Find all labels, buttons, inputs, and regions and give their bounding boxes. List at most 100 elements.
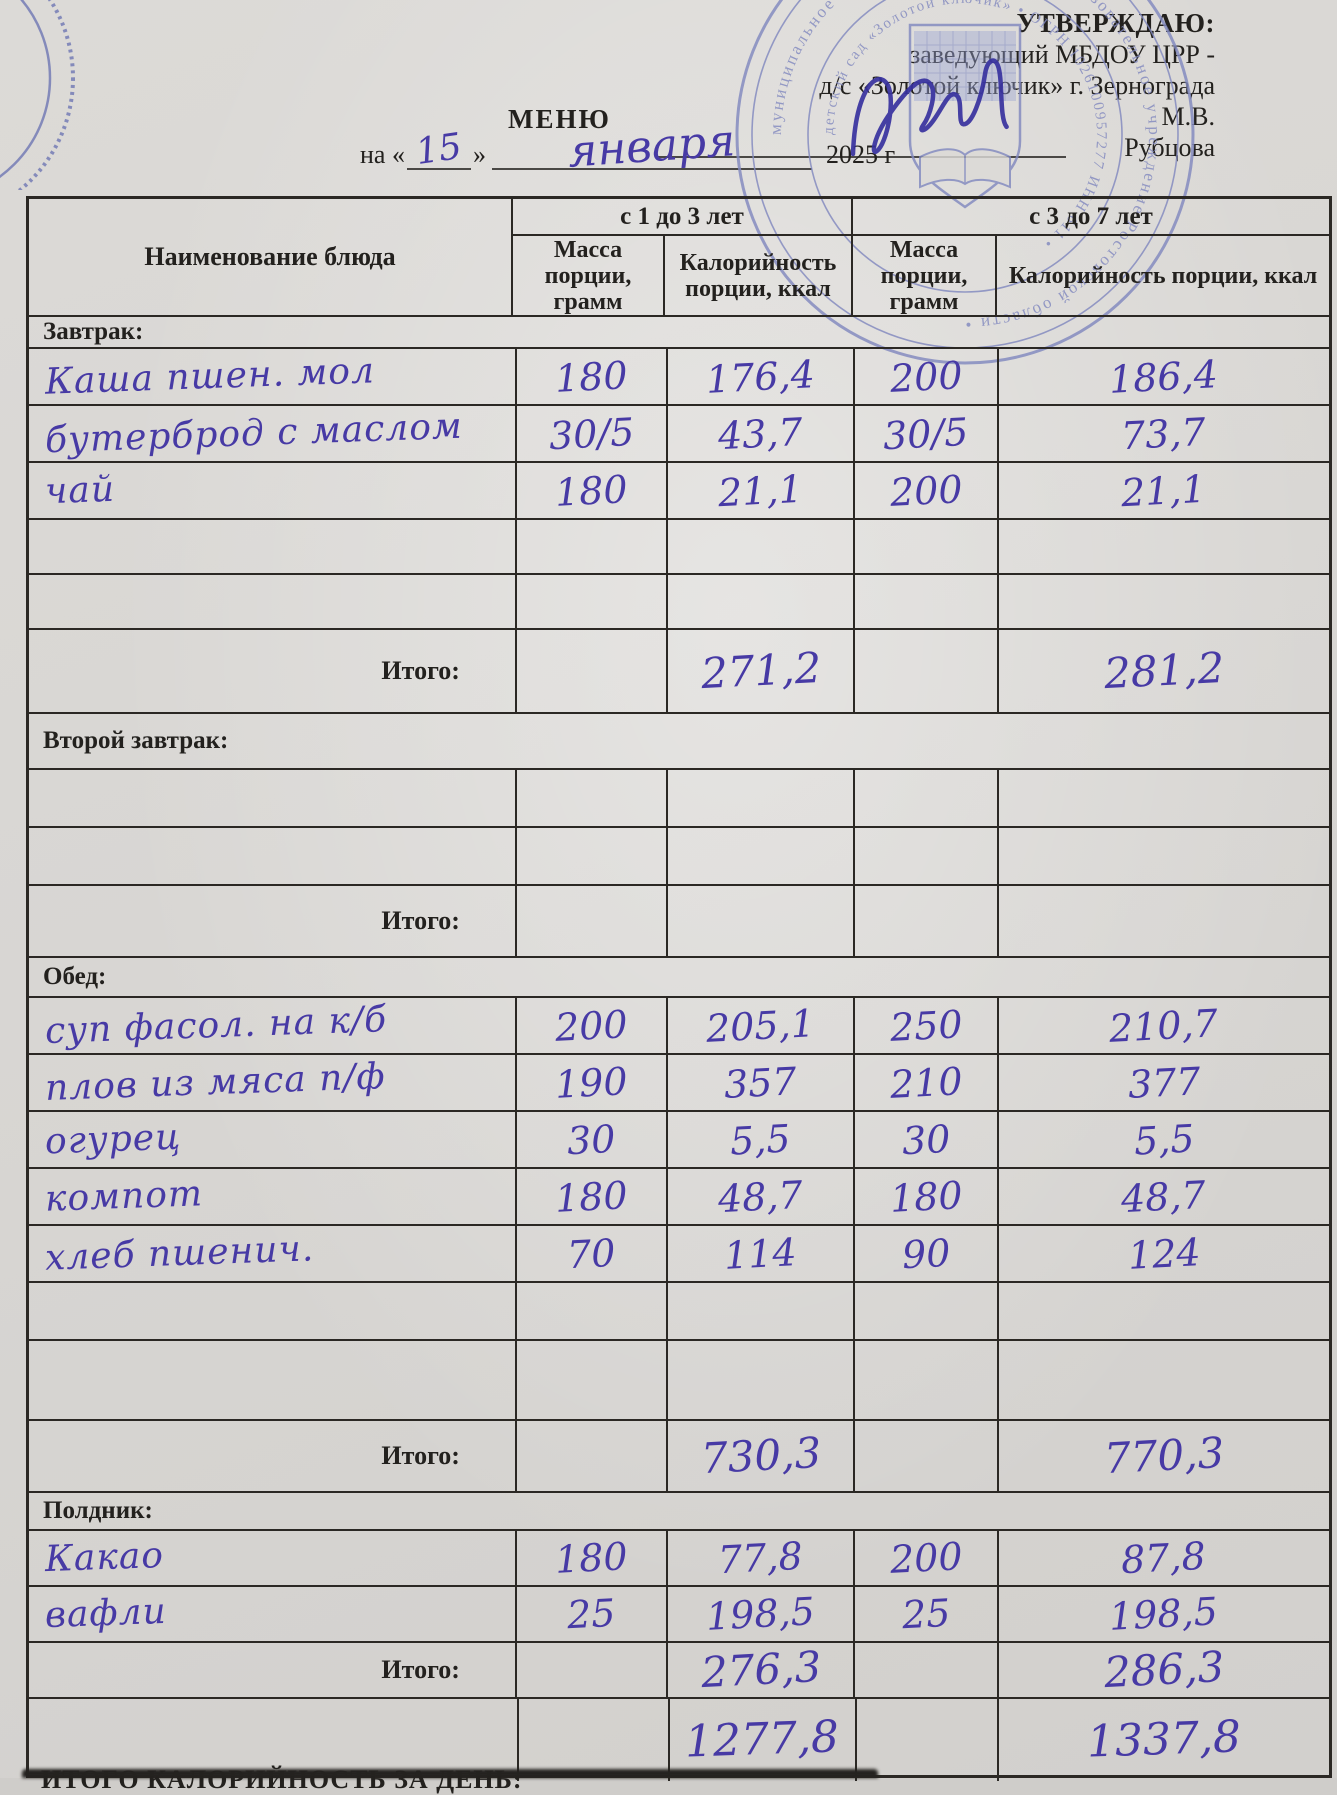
total-cal-1-3-cell: [668, 886, 856, 956]
photo-edge-shadow: [22, 1769, 878, 1778]
mass-3-7-cell: 180: [855, 1169, 999, 1224]
cal-1-3-cell: 21,1: [668, 463, 856, 518]
signature-line: [655, 156, 1067, 158]
mass-3-7-cell: 200: [855, 1531, 999, 1585]
section-label-lunch: Обед:: [29, 958, 1329, 998]
cal-3-7-cell: 87,8: [1120, 1533, 1208, 1583]
cal-3-7-cell: 124: [1126, 1229, 1202, 1278]
mass-1-3-cell: 70: [517, 1226, 669, 1281]
dish-name-cell: хлеб пшенич.: [29, 1226, 517, 1281]
mass-1-3-cell: 30/5: [517, 406, 669, 461]
mass-1-3-cell: 180: [517, 349, 669, 404]
date-close-quote: »: [472, 140, 486, 169]
empty-row: [29, 520, 1329, 575]
mass-1-3-cell: 180: [517, 1531, 669, 1585]
cal-3-7-cell: 198,5: [1108, 1589, 1220, 1639]
menu-table: Наименование блюда с 1 до 3 лет с 3 до 7…: [26, 196, 1332, 1794]
header-right: с 1 до 3 лет с 3 до 7 лет Масса порции, …: [513, 199, 1329, 315]
header-cal-3-7: Калорийность порции, ккал: [1008, 262, 1318, 289]
dish-name-cell: плов из мяса п/ф: [29, 1055, 517, 1110]
cal-3-7-cell: 48,7: [1120, 1172, 1208, 1221]
age-group-row: с 1 до 3 лет с 3 до 7 лет: [513, 199, 1329, 236]
menu-row: огурец 30 5,5 30 5,5: [29, 1112, 1329, 1169]
total-row-breakfast: Итого: 271,2 281,2: [29, 630, 1329, 714]
total-label: Итого:: [29, 630, 517, 712]
mass-1-3-cell: 180: [517, 1169, 669, 1224]
menu-row: компот 180 48,7 180 48,7: [29, 1169, 1329, 1226]
cal-3-7-cell: 5,5: [1132, 1115, 1196, 1164]
total-cal-3-7-cell: 770,3: [1102, 1427, 1226, 1484]
column-header-row: Масса порции, грамм Калорийность порции,…: [513, 236, 1329, 315]
empty-row: [29, 770, 1329, 828]
cal-1-3-cell: 77,8: [668, 1531, 856, 1585]
cal-1-3-cell: 198,5: [668, 1587, 856, 1641]
dish-name-cell: огурец: [29, 1112, 517, 1167]
total-cal-3-7-cell: [999, 886, 1329, 956]
cal-1-3-cell: 48,7: [668, 1169, 856, 1224]
section-label-second-breakfast: Второй завтрак:: [29, 714, 1329, 770]
mass-3-7-cell: 30: [855, 1112, 999, 1167]
cal-3-7-cell: 186,4: [1108, 351, 1220, 402]
empty-row: [29, 1283, 1329, 1341]
total-row-second-breakfast: Итого:: [29, 886, 1329, 958]
total-label: Итого:: [29, 1421, 517, 1491]
total-cal-1-3-cell: 271,2: [668, 630, 856, 712]
cal-3-7-cell: 73,7: [1120, 409, 1208, 458]
mass-3-7-cell: 200: [855, 463, 999, 518]
dish-name-cell: вафли: [29, 1587, 517, 1641]
cal-1-3-cell: 43,7: [668, 406, 856, 461]
mass-1-3-cell: 190: [517, 1055, 669, 1110]
menu-row: чай 180 21,1 200 21,1: [29, 463, 1329, 520]
age-group-3-7: с 3 до 7 лет: [1029, 202, 1153, 230]
header-dish-name: Наименование блюда: [29, 199, 513, 315]
header-mass-1-3: Масса порции, грамм: [513, 236, 665, 315]
section-label-snack: Полдник:: [29, 1493, 1329, 1531]
cal-3-7-cell: 210,7: [1108, 1000, 1220, 1051]
mass-3-7-cell: 25: [855, 1587, 999, 1641]
page-title: МЕНЮ: [508, 104, 611, 134]
header-cal-1-3: Калорийность порции, ккал: [665, 236, 853, 315]
menu-row: суп фасол. на к/б 200 205,1 250 210,7: [29, 998, 1329, 1055]
dish-name-cell: Каша пшен. мол: [29, 349, 517, 404]
dish-name-cell: чай: [29, 463, 517, 518]
date-month-slot: января: [491, 115, 812, 178]
header-mass-3-7: Масса порции, грамм: [853, 236, 997, 315]
total-row-lunch: Итого: 730,3 770,3: [29, 1421, 1329, 1493]
date-prefix: на «: [360, 140, 405, 169]
mass-3-7-cell: 250: [855, 998, 999, 1053]
approval-signer: М.В. Рубцова: [1124, 102, 1215, 162]
total-cal-1-3-cell: 730,3: [668, 1421, 856, 1491]
date-day-slot: 15: [406, 126, 471, 173]
cal-3-7-cell: 21,1: [1120, 466, 1208, 515]
menu-row: хлеб пшенич. 70 114 90 124: [29, 1226, 1329, 1283]
director-signature: [850, 58, 1009, 157]
day-total-cal-1-3-cell: 1277,8: [670, 1699, 857, 1781]
cal-1-3-cell: 114: [668, 1226, 856, 1281]
approval-org: д/с «Золотой ключик» г. Зернограда: [819, 71, 1215, 100]
menu-row: плов из мяса п/ф 190 357 210 377: [29, 1055, 1329, 1112]
menu-row: Каша пшен. мол 180 176,4 200 186,4: [29, 349, 1329, 406]
age-group-1-3: с 1 до 3 лет: [513, 199, 853, 234]
total-cal-3-7-cell: 281,2: [1102, 642, 1226, 699]
menu-row: бутерброд с маслом 30/5 43,7 30/5 73,7: [29, 405, 1329, 463]
menu-row: Какао 180 77,8 200 87,8: [29, 1531, 1329, 1587]
mass-1-3-cell: 30: [517, 1112, 669, 1167]
dish-name-cell: Какао: [29, 1531, 517, 1585]
total-row-snack: Итого: 276,3 286,3: [29, 1642, 1329, 1699]
section-label-breakfast: Завтрак:: [29, 317, 1329, 349]
total-cal-1-3-cell: 276,3: [668, 1642, 856, 1697]
cal-1-3-cell: 205,1: [668, 998, 856, 1053]
empty-row: [29, 575, 1329, 630]
cal-1-3-cell: 5,5: [668, 1112, 856, 1167]
mass-1-3-cell: 25: [517, 1587, 669, 1641]
total-label: Итого:: [29, 886, 517, 956]
mass-3-7-cell: 200: [855, 349, 999, 404]
cal-3-7-cell: 377: [1126, 1058, 1202, 1107]
table-header: Наименование блюда с 1 до 3 лет с 3 до 7…: [29, 199, 1329, 317]
dish-name-cell: суп фасол. на к/б: [29, 998, 517, 1053]
mass-1-3-cell: 200: [517, 998, 669, 1053]
mass-3-7-cell: 210: [855, 1055, 999, 1110]
cal-1-3-cell: 357: [668, 1055, 856, 1110]
day-total-cal-3-7-cell: 1337,8: [1086, 1711, 1243, 1768]
